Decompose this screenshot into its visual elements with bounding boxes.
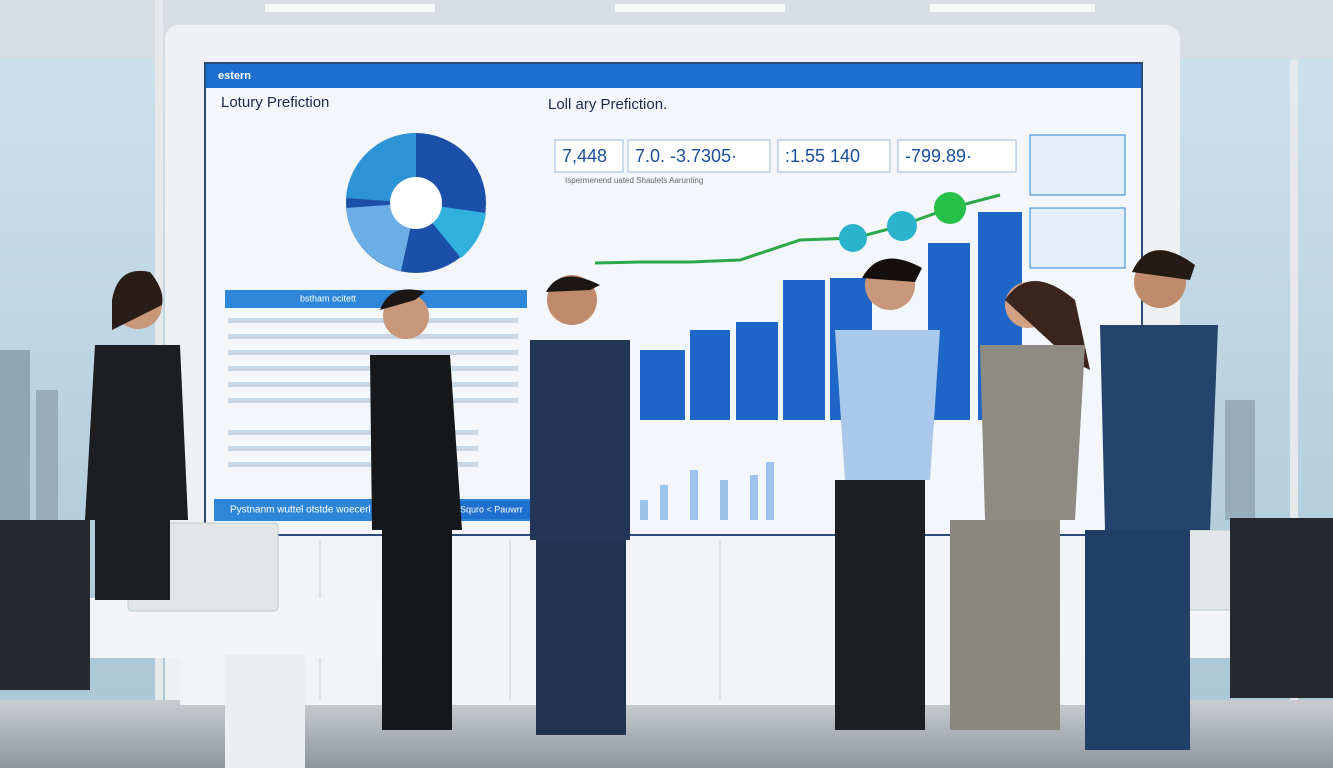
stat-box (777, 139, 891, 173)
marker (887, 211, 917, 241)
desk-leg (225, 655, 305, 768)
stat-value: 7.0. -3.7305· (635, 146, 737, 166)
chart-caption: Ispermenend uated Shaulets Aarunting (565, 176, 703, 185)
side-panel (1029, 134, 1126, 196)
center-title: Loll ary Prefiction. (548, 96, 667, 113)
footer-button (452, 501, 532, 519)
building (1225, 400, 1255, 520)
stats: 7,448 7.0. -3.7305· :1.55 140 -799.89· (554, 139, 1017, 173)
marker (934, 192, 966, 224)
table-header-text: bstham ocitett (300, 293, 357, 303)
window-frame (1290, 60, 1298, 720)
stat-value: :1.55 140 (785, 146, 860, 166)
stat-value: 7,448 (562, 146, 607, 166)
trend-line (594, 193, 1001, 265)
building (0, 350, 30, 520)
stat-value: -799.89· (905, 146, 972, 166)
mini-bars (640, 462, 774, 520)
footer-right: Squro < Pauwrr (460, 504, 523, 514)
side-panel (1029, 207, 1126, 269)
stat-box (627, 139, 771, 173)
left-title: Lotury Prefiction (221, 94, 329, 111)
pie (346, 132, 486, 273)
chair (0, 520, 90, 690)
stat-box (897, 139, 1017, 173)
people (85, 250, 1218, 750)
pie-hole (390, 177, 442, 229)
marker (839, 224, 867, 252)
footer-left: Pystnanm wuttel otstde woecerl (230, 505, 371, 516)
light (265, 4, 435, 12)
screen-header (206, 64, 1141, 88)
chair (1230, 518, 1333, 698)
table-header (225, 290, 527, 308)
stat-box (554, 139, 624, 173)
brand: estern (218, 70, 251, 82)
light (615, 4, 785, 12)
building (36, 390, 58, 520)
light (930, 4, 1095, 12)
